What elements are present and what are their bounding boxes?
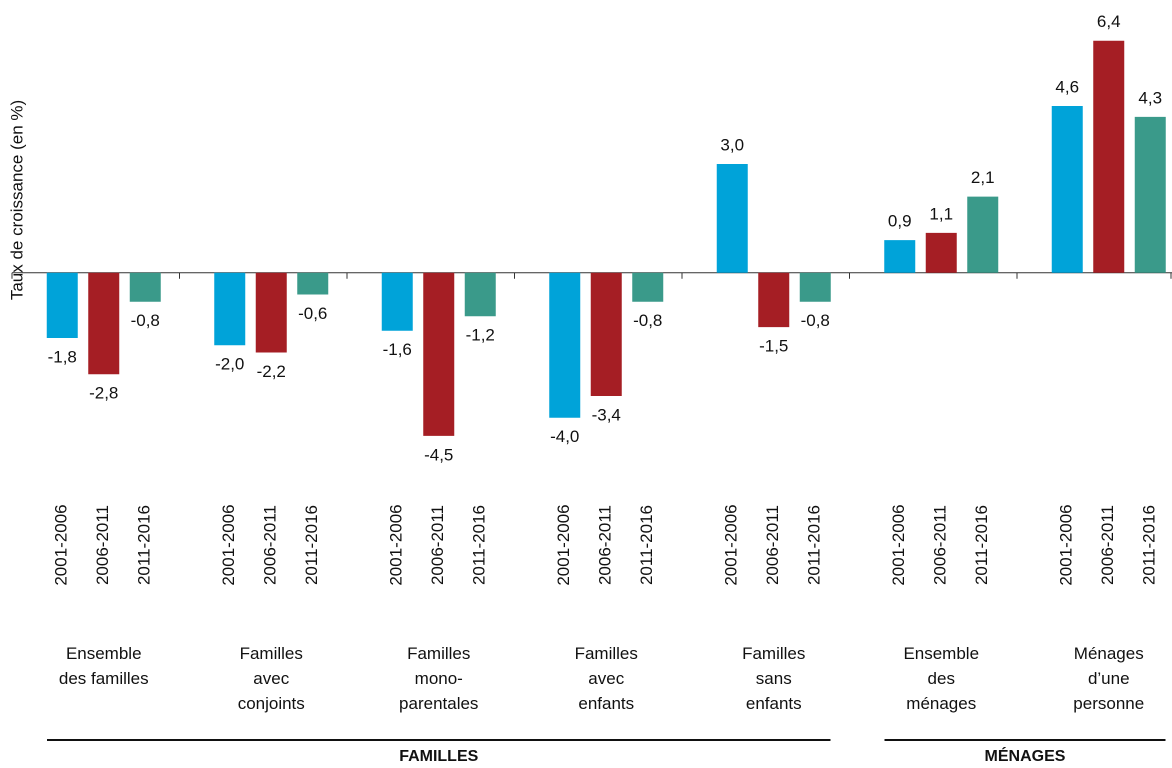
series-label: 2001-2006 [889,504,908,585]
series-label: 2006-2011 [763,505,782,585]
x-tick-label: Ménages d’une personne [1073,644,1144,713]
bar [464,272,496,317]
bar [46,272,78,338]
series-label: 2011-2016 [1140,505,1159,585]
series-label: 2011-2016 [302,505,321,585]
bar [255,272,287,353]
series-label: 2011-2016 [972,505,991,585]
x-tick-label: Familles sans enfants [742,644,805,713]
x-tick-label: Familles avec conjoints [238,644,305,713]
bar [129,272,161,302]
value-label: -4,0 [550,427,579,446]
bar [1093,40,1125,273]
y-axis-label: Taux de croissance (en %) [7,100,26,300]
bar [967,196,999,273]
bar [88,272,120,375]
value-label: -1,5 [759,337,788,356]
bar [549,272,581,418]
x-tick-label: Ensemble des familles [59,644,149,688]
series-label: 2006-2011 [1098,505,1117,585]
series-label: 2006-2011 [931,505,950,585]
value-label: -1,2 [466,326,495,345]
value-label: -0,8 [131,311,160,330]
value-label: -3,4 [592,405,621,424]
value-label: -0,6 [298,304,327,323]
value-label: -2,0 [215,355,244,374]
series-label: 2011-2016 [135,505,154,585]
bar [884,240,916,273]
value-label: 2,1 [971,168,995,187]
series-label: 2001-2006 [554,504,573,585]
series-label: 2006-2011 [428,505,447,585]
x-tick-label: Ensemble des ménages [903,644,979,713]
value-label: -2,8 [89,384,118,403]
series-label: 2001-2006 [219,504,238,585]
bar [632,272,664,302]
series-label: 2001-2006 [1057,504,1076,585]
bar [716,164,748,273]
bar [799,272,831,302]
series-label: 2001-2006 [722,504,741,585]
group-label: FAMILLES [399,748,478,765]
value-label: 6,4 [1097,12,1121,31]
value-label: 1,1 [929,204,953,223]
bar [1051,106,1083,273]
bar [590,272,622,396]
value-label: 4,3 [1138,88,1162,107]
x-tick-label: Familles avec enfants [575,644,638,713]
value-label: -0,8 [633,311,662,330]
value-label: 0,9 [888,212,912,231]
series-label: 2006-2011 [596,505,615,585]
bar [297,272,329,295]
series-label: 2001-2006 [387,504,406,585]
bar [423,272,455,436]
value-label: 4,6 [1055,77,1079,96]
bar [1134,116,1166,273]
bar [758,272,790,328]
value-label: -0,8 [801,311,830,330]
series-label: 2006-2011 [261,505,280,585]
value-label: -4,5 [424,445,453,464]
series-label: 2011-2016 [637,505,656,585]
series-label: 2011-2016 [805,505,824,585]
bar [381,272,413,331]
value-label: -2,2 [257,362,286,381]
series-label: 2001-2006 [52,504,71,585]
bar [214,272,246,346]
x-tick-label: Familles mono-parentales [399,644,478,713]
group-label: MÉNAGES [985,746,1066,765]
series-label: 2011-2016 [470,505,489,585]
series-label: 2006-2011 [93,505,112,585]
value-label: -1,6 [383,340,412,359]
value-label: 3,0 [720,135,744,154]
bar [925,232,957,273]
value-label: -1,8 [48,347,77,366]
